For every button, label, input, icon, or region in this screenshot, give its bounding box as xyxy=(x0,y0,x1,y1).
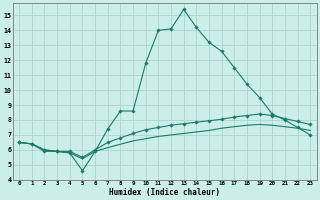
X-axis label: Humidex (Indice chaleur): Humidex (Indice chaleur) xyxy=(109,188,220,197)
